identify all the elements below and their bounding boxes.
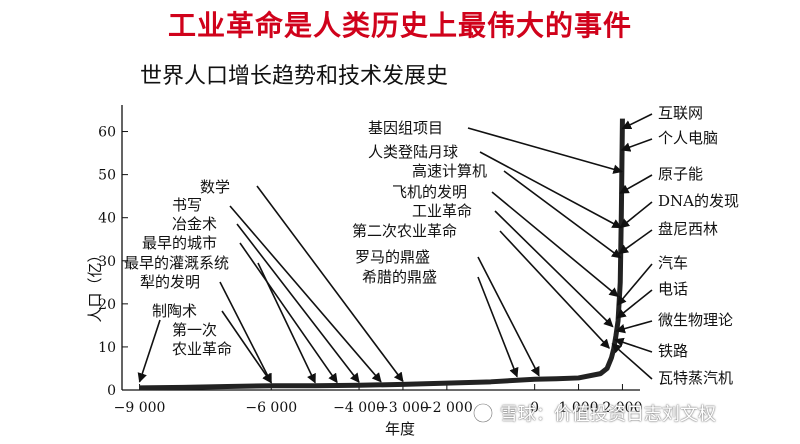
annotation-label: 人类登陆月球 — [368, 143, 458, 161]
annotation-arrow — [467, 127, 623, 174]
x-tick-label: −2 000 — [421, 400, 473, 416]
annotation-arrow — [229, 205, 382, 383]
annotation-label: 铁路 — [658, 342, 688, 360]
annotation-label: 书写 — [172, 196, 202, 214]
annotation-arrow — [611, 343, 653, 380]
annotation-label: 冶金术 — [172, 215, 217, 233]
annotation-label: 基因组项目 — [368, 119, 443, 137]
y-tick-label: 50 — [98, 168, 116, 184]
annotation-label: 最早的灌溉系统 — [124, 254, 229, 272]
annotation-label: 工业革命 — [412, 202, 472, 220]
annotation-label: 汽车 — [658, 254, 688, 272]
snowball-logo-icon — [472, 402, 494, 424]
annotation-label: 盘尼西林 — [658, 220, 718, 238]
annotation-arrow — [219, 281, 272, 384]
annotation-arrow — [477, 256, 540, 377]
y-axis-label: 人口（亿） — [86, 247, 104, 322]
annotation-arrow — [614, 337, 653, 353]
y-tick-label: 30 — [98, 254, 116, 270]
x-tick-label: 1 000 — [558, 400, 598, 416]
annotation-arrow — [499, 230, 610, 349]
annotation-label: 飞机的发明 — [392, 183, 467, 201]
annotation-label: 数学 — [200, 178, 230, 196]
annotation-arrow — [616, 289, 653, 319]
annotation-label: DNA的发现 — [658, 192, 739, 210]
y-tick-label: 40 — [98, 211, 116, 227]
annotation-label: 高速计算机 — [412, 162, 487, 180]
x-tick-label: 0 — [530, 400, 539, 416]
annotation-label: 电话 — [658, 280, 688, 298]
annotation-label: 犁的发明 — [140, 273, 200, 291]
annotation-arrow — [256, 185, 404, 383]
annotation-arrow — [615, 320, 653, 334]
annotation-arrow — [616, 263, 653, 306]
annotation-arrow — [239, 242, 338, 384]
annotation-arrow — [618, 229, 653, 255]
annotation-arrow — [137, 319, 161, 383]
annotation-arrow — [257, 262, 316, 384]
annotation-arrow — [491, 191, 619, 298]
headline: 工业革命是人类历史上最伟大的事件 — [167, 9, 632, 42]
annotation-label: 农业革命 — [172, 340, 232, 358]
annotation-arrow — [236, 223, 360, 384]
y-tick-label: 0 — [107, 383, 116, 399]
x-tick-label: −4 000 — [333, 400, 385, 416]
annotation-arrow — [221, 310, 272, 384]
x-tick-label: 2 000 — [602, 400, 642, 416]
annotation-arrow — [494, 210, 614, 328]
y-tick-label: 20 — [98, 297, 116, 313]
annotation-arrow — [503, 170, 622, 259]
x-axis-label: 年度 — [385, 420, 415, 438]
annotation-label: 第一次 — [172, 321, 217, 339]
y-tick-label: 10 — [98, 340, 116, 356]
annotation-arrow — [619, 201, 653, 229]
annotation-arrow — [479, 151, 622, 229]
annotation-label: 微生物理论 — [658, 311, 733, 329]
annotation-label: 希腊的鼎盛 — [362, 268, 437, 286]
annotation-arrow — [619, 174, 653, 194]
annotation-label: 原子能 — [658, 165, 703, 183]
axes: 0 10 20 30 40 50 60 −9 000 −6 000 −4 000−3 000−2 … — [98, 105, 642, 416]
annotation-label: 最早的城市 — [142, 234, 217, 252]
annotation-label: 互联网 — [658, 104, 703, 122]
watermark: 雪球：价值投资日志刘文权 — [500, 404, 716, 425]
annotation-label: 罗马的鼎盛 — [355, 248, 430, 266]
annotation-label: 第二次农业革命 — [352, 222, 457, 240]
annotation-arrow — [621, 113, 653, 130]
x-tick-label: −9 000 — [114, 400, 166, 416]
y-tick-label: 60 — [98, 125, 116, 141]
annotation-label: 个人电脑 — [658, 129, 718, 147]
annotation-arrow — [477, 276, 519, 378]
x-tick-label: −3 000 — [377, 400, 429, 416]
annotation-arrow — [620, 138, 653, 152]
annotation-label: 制陶术 — [152, 302, 197, 320]
annotation-label: 瓦特蒸汽机 — [658, 369, 733, 387]
x-tick-label: −6 000 — [245, 400, 297, 416]
chart-title: 世界人口增长趋势和技术发展史 — [140, 64, 449, 89]
